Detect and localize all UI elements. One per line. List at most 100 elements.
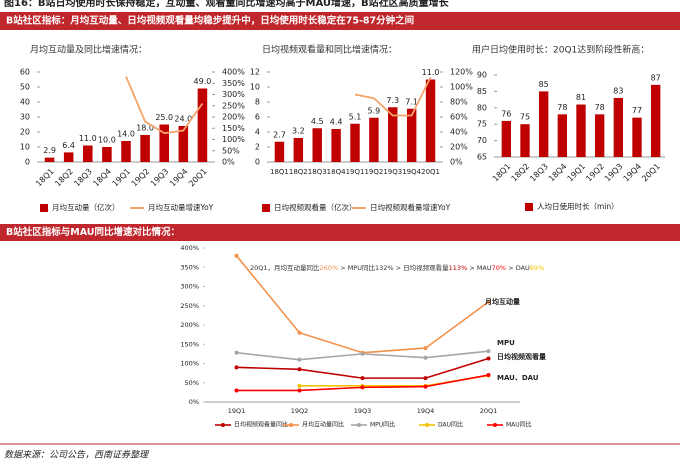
y-tick-label: 10: [250, 83, 260, 92]
y2-tick-label: 100%: [222, 135, 245, 144]
x-tick-label: 18Q3: [72, 167, 94, 189]
y-tick-label: 80: [477, 103, 487, 112]
bar: [520, 124, 530, 157]
x-tick-label: 18Q1: [270, 168, 289, 176]
bar: [613, 97, 623, 157]
x-tick-label: 18Q2: [53, 167, 75, 189]
y2-tick-label: 60%: [450, 113, 468, 122]
y2-tick-label: 300%: [222, 90, 245, 99]
x-tick-label: 18Q1: [34, 167, 56, 189]
legend-swatch: [262, 204, 270, 212]
section-header-bg: [0, 224, 680, 241]
bar: [576, 104, 586, 157]
annotation: 20Q1，月均互动量同比260% > MPU同比132% > 日均视频观看量11…: [250, 263, 544, 272]
source-note: 数据来源：公司公告，西南证券整理: [4, 450, 150, 461]
y2-tick-label: 250%: [222, 101, 245, 110]
value-label: 10.0: [98, 136, 116, 145]
y-tick-label: 75: [477, 120, 487, 129]
y-tick-label: 250%: [180, 302, 199, 310]
point: [423, 384, 428, 389]
legend-label: 月均互动量增速YoY: [148, 202, 214, 212]
y2-tick-label: 0%: [450, 158, 463, 167]
bar: [197, 88, 208, 162]
value-label: 77: [632, 106, 642, 115]
legend-label: 月均互动量（亿次）: [52, 202, 120, 212]
x-tick-label: 18Q3: [308, 168, 327, 176]
value-label: 78: [557, 103, 567, 112]
annotation-part: > MPU同比132% > 日均视频观看量: [338, 263, 449, 272]
bar: [595, 114, 605, 157]
annotation-part: > DAU: [506, 264, 530, 272]
annotation-part: 260%: [320, 264, 339, 272]
point: [486, 299, 491, 304]
value-label: 14.0: [117, 130, 135, 139]
value-label: 18.0: [136, 124, 154, 133]
legend-label: 日均视频观看量增速YoY: [370, 202, 451, 212]
bar: [501, 120, 511, 157]
y2-tick-label: 50%: [222, 146, 240, 155]
x-tick-label: 19Q3: [354, 407, 372, 415]
bar: [140, 135, 150, 162]
bar: [293, 138, 304, 162]
bar: [83, 145, 93, 162]
value-label: 24.0: [174, 115, 192, 124]
y2-tick-label: 0%: [222, 158, 235, 167]
point: [423, 346, 428, 351]
annotation-part: 113%: [449, 264, 468, 272]
legend-label: 月均互动量同比: [302, 421, 344, 429]
x-tick-label: 19Q4: [168, 167, 190, 189]
legend-swatch: [40, 204, 48, 212]
x-tick-label: 19Q4: [622, 162, 644, 184]
x-tick-label: 19Q1: [111, 167, 133, 189]
annotation-part: > MAU: [467, 264, 492, 272]
y2-tick-label: 400%: [222, 68, 245, 77]
y-tick-label: 6: [255, 113, 260, 122]
bar: [350, 123, 360, 162]
x-tick-label: 19Q2: [364, 168, 383, 176]
y2-tick-label: 200%: [222, 113, 245, 122]
legend-dot: [357, 423, 361, 427]
point: [297, 330, 302, 335]
legend-swatch: [525, 203, 533, 211]
y2-tick-label: 350%: [222, 79, 245, 88]
series-label: MPU: [497, 339, 515, 347]
chart-title: 用户日均使用时长：20Q1达到阶段性新高：: [472, 44, 649, 56]
series-line: [236, 357, 489, 379]
chart-title: 日均视频观看量和同比增速情况：: [262, 44, 397, 56]
x-tick-label: 18Q4: [327, 168, 346, 176]
y-tick-label: 0: [255, 158, 260, 167]
point: [360, 351, 365, 356]
y-tick-label: 8: [255, 98, 260, 107]
bar: [312, 128, 322, 162]
value-label: 6.4: [62, 141, 75, 150]
value-label: 7.3: [386, 96, 399, 105]
y-tick-label: 200%: [180, 321, 199, 329]
x-tick-label: 19Q3: [383, 168, 402, 176]
x-tick-label: 18Q2: [289, 168, 308, 176]
y-tick-label: 10: [20, 143, 30, 152]
point: [423, 376, 428, 381]
value-label: 7.1: [405, 97, 418, 106]
y2-tick-label: 100%: [450, 83, 473, 92]
x-tick-label: 20Q1: [480, 407, 498, 415]
annotation-part: 69%: [530, 264, 544, 272]
x-tick-label: 18Q1: [491, 162, 513, 184]
x-tick-label: 19Q1: [566, 162, 588, 184]
point: [423, 355, 428, 360]
y-tick-label: 350%: [180, 263, 199, 271]
yoy-line: [354, 76, 432, 117]
y-tick-label: 65: [477, 153, 487, 162]
bar: [632, 117, 642, 157]
annotation-part: 70%: [492, 264, 506, 272]
y-tick-label: 70: [477, 136, 487, 145]
point: [234, 253, 239, 258]
legend-label: 人均日使用时长（min）: [537, 201, 619, 211]
value-label: 87: [651, 73, 661, 82]
x-tick-label: 19Q3: [149, 167, 171, 189]
x-tick-label: 19Q4: [417, 407, 435, 415]
bar: [44, 157, 55, 162]
y-tick-label: 2: [255, 143, 260, 152]
bar: [369, 117, 379, 162]
x-tick-label: 19Q3: [603, 162, 625, 184]
annotation-part: 20Q1，月均互动量同比: [250, 263, 320, 272]
